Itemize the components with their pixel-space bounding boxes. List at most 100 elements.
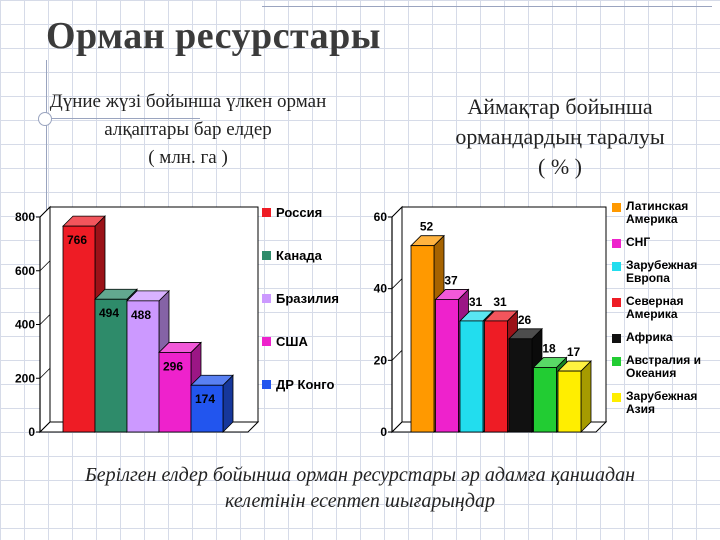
y-grid-line [39,367,51,379]
subtitle-line: алқаптары бар елдер [104,119,272,140]
legend-label: Зарубежная Европа [626,258,698,285]
bar [508,338,533,433]
y-grid-line [39,314,51,325]
forest-region-chart: 0 20 40 60 52 37 31 31 26 18 17 [374,205,608,439]
data-label: 52 [420,220,434,234]
data-label: 174 [195,392,215,406]
decor-line [262,6,712,7]
bar [410,245,435,433]
legend-item: Австралия и Океания [612,354,701,380]
bar [158,352,192,433]
data-label: 296 [163,359,183,373]
bar [533,367,557,433]
bar [94,298,128,433]
legend-swatch [612,393,621,402]
legend-label: Россия [276,205,323,220]
data-label: 37 [444,273,458,287]
y-grid-line [39,421,51,433]
legend-swatch [612,334,621,343]
legend-label: Зарубежная Азия [626,389,698,416]
legend-swatch [612,262,621,271]
y-grid-line [391,206,403,218]
y-tick-label: 60 [374,210,388,224]
data-label: 766 [67,233,87,247]
legend-swatch [612,298,621,307]
right-chart-subtitle: Аймақтар бойынша ормандардың таралуы ( %… [430,92,690,182]
y-tick-label: 200 [15,371,35,385]
subtitle-line: Дүние жүзі бойынша үлкен орман [49,91,327,112]
subtitle-line: ( % ) [538,154,582,179]
legend-label: СНГ [626,235,651,249]
y-tick-label: 40 [374,282,388,296]
task-caption-line: Берілген елдер бойынша орман ресурстары … [85,464,635,486]
bar [557,370,582,433]
data-label: 17 [567,345,581,359]
y-grid-line [391,350,403,361]
y-grid-line [391,278,403,289]
data-label: 494 [99,306,119,320]
y-tick-label: 400 [15,318,35,332]
bar-side [580,360,592,433]
y-grid-line [391,421,403,433]
legend-item: Зарубежная Европа [612,259,697,285]
y-tick-label: 600 [15,264,35,278]
forest-area-chart: 0 200 400 600 800 766 494 488 296 174 [15,205,260,439]
data-label: 31 [469,295,483,309]
decor-line [46,60,47,300]
y-tick-label: 20 [374,353,388,367]
legend-label: Африка [626,330,673,344]
data-label: 26 [518,313,532,327]
subtitle-line: ормандардың таралуы [455,124,665,149]
legend-label: Бразилия [276,291,339,306]
legend-label: Северная Америка [626,294,684,321]
y-tick-label: 800 [15,210,35,224]
legend-swatch [262,294,271,303]
legend-item: Зарубежная Азия [612,390,697,416]
bar [484,320,508,433]
bar [190,384,224,433]
legend-label: Латинская Америка [626,199,689,226]
legend-swatch [612,203,621,212]
legend-swatch [262,380,271,389]
legend-item: США [262,334,308,349]
data-label: 18 [542,342,556,356]
legend-label: Канада [276,248,322,263]
bar [126,300,160,433]
legend-item: Латинская Америка [612,200,688,226]
legend-label: США [276,334,308,349]
y-tick-label: 0 [380,425,387,439]
legend-swatch [612,357,621,366]
forest-area-legend: Россия Канада Бразилия США ДР Конго [262,205,380,430]
left-chart-subtitle: Дүние жүзі бойынша үлкен орман алқаптары… [18,88,358,172]
y-tick-label: 0 [28,425,35,439]
decor-circle [38,112,52,126]
y-grid-line [39,260,51,272]
data-label: 488 [131,308,151,322]
legend-label: Австралия и Океания [626,353,702,380]
legend-swatch [262,337,271,346]
task-caption: Берілген елдер бойынша орман ресурстары … [10,462,710,514]
data-label: 31 [493,295,507,309]
decor-line [40,118,200,119]
bar [62,225,96,433]
legend-swatch [262,208,271,217]
legend-item: Африка [612,331,673,344]
subtitle-line: ( млн. га ) [148,147,228,168]
legend-label: ДР Конго [276,377,335,392]
bar [435,299,459,433]
legend-item: ДР Конго [262,377,334,392]
legend-item: Канада [262,248,322,263]
subtitle-line: Аймақтар бойынша [467,94,653,119]
legend-swatch [262,251,271,260]
legend-swatch [612,239,621,248]
legend-item: СНГ [612,236,650,249]
page-title: Орман ресурстары [46,15,381,57]
plot-side-wall [391,205,403,434]
legend-item: Бразилия [262,291,339,306]
legend-item: Россия [262,205,322,220]
y-grid-line [39,206,51,218]
forest-region-legend: Латинская Америка СНГ Зарубежная Европа Сев… [612,200,717,458]
legend-item: Северная Америка [612,295,684,321]
bar [459,320,484,433]
task-caption-line: келетінін есептеп шығарыңдар [225,490,495,512]
